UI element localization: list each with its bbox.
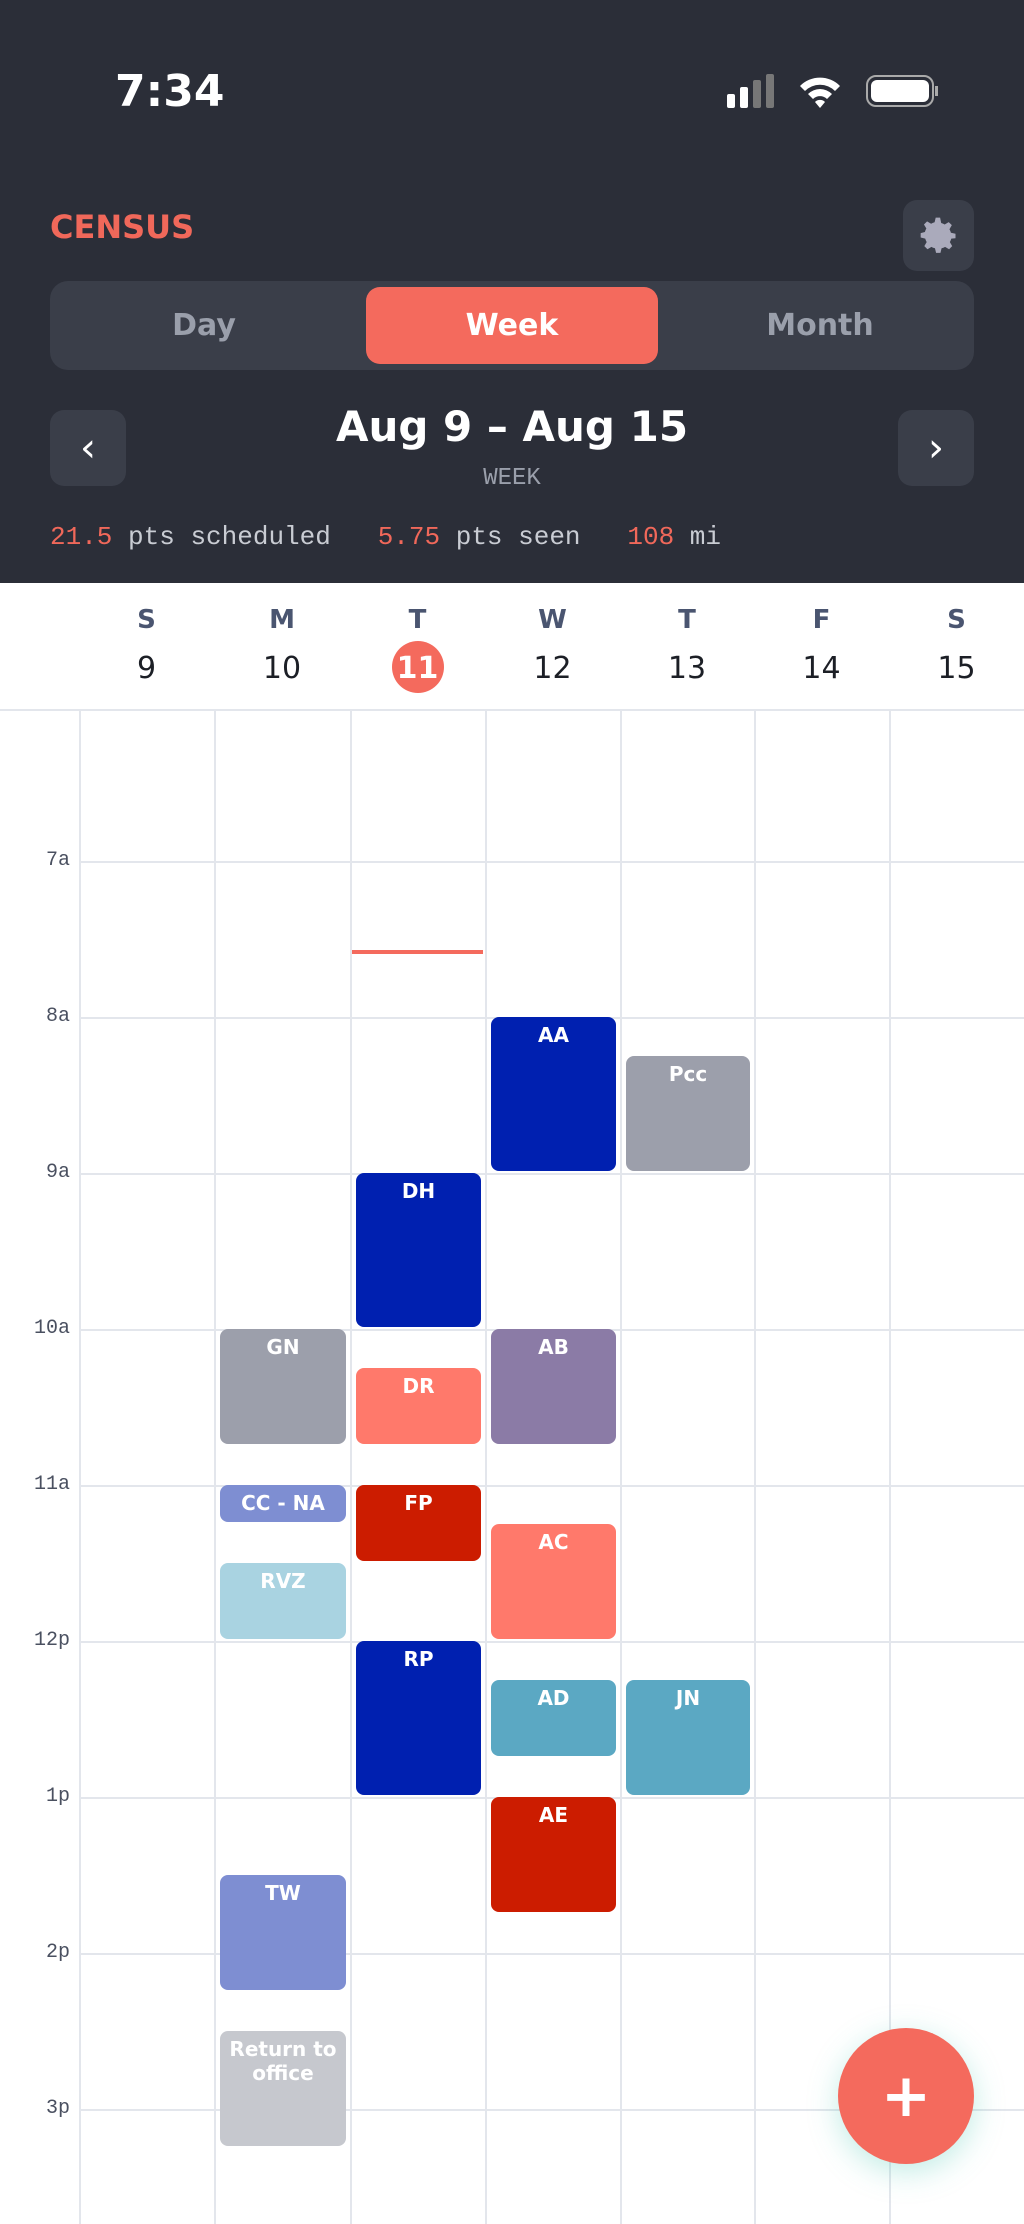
day-date[interactable]: 10 (262, 651, 302, 686)
day-letter: T (408, 605, 427, 635)
hour-line (79, 861, 1024, 863)
stat-label: mi (689, 522, 721, 552)
tab[interactable]: Day (172, 308, 236, 343)
event[interactable]: RP (356, 1641, 481, 1795)
hour-label: 12p (33, 1629, 70, 1652)
stat-value: 5.75 (377, 522, 441, 552)
hour-label: 1p (45, 1785, 70, 1808)
hour-line (79, 2109, 1024, 2111)
header: 7:34 CENSUS Day Week Month ‹ › Aug 9 – Aug… (0, 0, 1024, 583)
next-button[interactable]: › (898, 410, 974, 486)
hour-label: 3p (45, 2097, 70, 2120)
day-date[interactable]: 13 (667, 651, 707, 686)
tab[interactable]: Week (366, 287, 658, 364)
event[interactable]: AB (491, 1329, 616, 1444)
hour-label: 7a (45, 849, 70, 872)
stat-label: pts scheduled (128, 522, 331, 552)
event[interactable]: JN (626, 1680, 750, 1795)
event[interactable]: AD (491, 1680, 616, 1756)
event[interactable]: AA (491, 1017, 616, 1171)
stat-value: 21.5 (50, 522, 113, 552)
prev-button[interactable]: ‹ (50, 410, 126, 486)
hour-label: 10a (33, 1317, 70, 1340)
stat-label: pts seen (455, 522, 581, 552)
hour-line (79, 1485, 1024, 1487)
event[interactable]: AC (491, 1524, 616, 1639)
stats: 21.5 pts scheduled 5.75 pts seen 108 mi (50, 522, 768, 552)
day-date[interactable]: 11 (396, 651, 439, 686)
event[interactable]: RVZ (220, 1563, 346, 1639)
day-column-line (485, 709, 487, 2224)
day-column-line (889, 709, 891, 2224)
stat-value: 108 (627, 522, 675, 552)
day-letter: T (678, 605, 696, 635)
day-date[interactable]: 15 (937, 651, 976, 686)
day-letter: F (812, 605, 831, 635)
event[interactable]: FP (356, 1485, 481, 1561)
day-letter: S (947, 605, 966, 635)
event[interactable]: AE (491, 1797, 616, 1912)
status-icons (727, 74, 938, 108)
status-time: 7:34 (115, 66, 225, 117)
event[interactable]: GN (220, 1329, 346, 1444)
today-badge (391, 641, 444, 693)
event[interactable]: DR (356, 1368, 481, 1444)
event[interactable]: TW (220, 1875, 346, 1990)
event[interactable]: DH (356, 1173, 481, 1327)
settings-button[interactable] (903, 200, 974, 271)
day-column-line (350, 709, 352, 2224)
hour-label: 2p (45, 1941, 70, 1964)
hour-label: 8a (45, 1005, 70, 1028)
view-switcher: Day Week Month (50, 281, 974, 370)
hour-line (79, 1953, 1024, 1955)
app-title: CENSUS (50, 208, 195, 246)
day-column-line (214, 709, 216, 2224)
day-date[interactable]: 9 (136, 651, 157, 686)
event[interactable]: Pcc (626, 1056, 750, 1171)
day-column-line (754, 709, 756, 2224)
day-header (0, 583, 1024, 711)
hour-line (79, 1641, 1024, 1643)
range-label: WEEK (483, 465, 541, 492)
day-column-line (620, 709, 622, 2224)
day-date[interactable]: 12 (533, 651, 572, 686)
event[interactable]: Return to office (220, 2031, 346, 2146)
day-letter: M (269, 605, 295, 635)
date-range: Aug 9 – Aug 15 (335, 402, 689, 451)
day-letter: S (137, 605, 156, 635)
tab[interactable]: Month (766, 308, 874, 343)
calendar: 7a 8a 9a 10a 11a 12p 1p 2p 3p S 9 M 10 T 11 W 12 T 13 F 14 S 1… (0, 583, 1024, 2224)
gear-icon (920, 217, 955, 253)
hour-label: 9a (45, 1161, 70, 1184)
day-column-line (79, 709, 81, 2224)
event[interactable]: CC - NA (220, 1485, 346, 1522)
day-date[interactable]: 14 (802, 651, 841, 686)
hour-label: 11a (33, 1473, 70, 1496)
hour-line (79, 1173, 1024, 1175)
add-button[interactable]: + (838, 2028, 974, 2164)
day-letter: W (538, 605, 567, 635)
current-time-line (352, 949, 483, 954)
